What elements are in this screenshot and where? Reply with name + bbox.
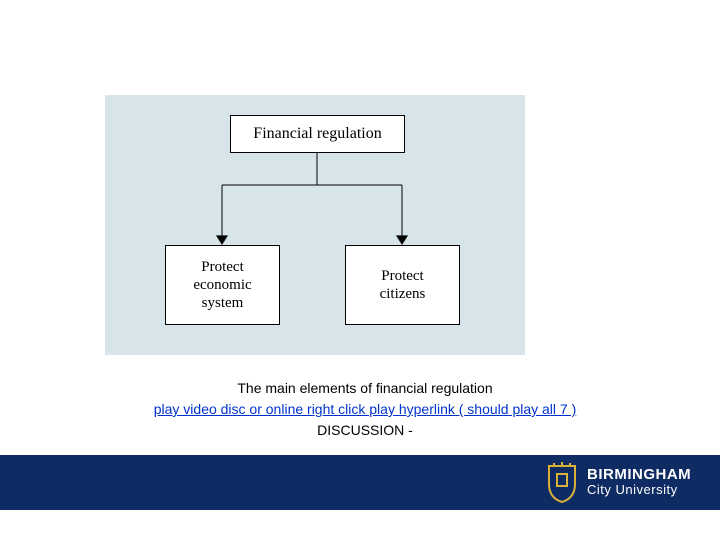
crest-icon	[545, 460, 579, 504]
node-financial-regulation: Financial regulation	[230, 115, 405, 153]
node-label: Financial regulation	[253, 124, 381, 143]
play-video-link[interactable]: play video disc or online right click pl…	[154, 401, 577, 417]
node-protect-economic-system: Protecteconomicsystem	[165, 245, 280, 325]
logo-line-1: BIRMINGHAM	[587, 467, 691, 483]
slide: Financial regulation Protecteconomicsyst…	[0, 0, 720, 540]
caption-line-3: DISCUSSION -	[100, 420, 630, 441]
caption-block: The main elements of financial regulatio…	[100, 378, 630, 441]
university-logo: BIRMINGHAM City University	[545, 460, 691, 504]
caption-line-1: The main elements of financial regulatio…	[100, 378, 630, 399]
node-label: Protecteconomicsystem	[193, 258, 251, 312]
node-protect-citizens: Protectcitizens	[345, 245, 460, 325]
logo-text: BIRMINGHAM City University	[587, 467, 691, 496]
logo-line-2: City University	[587, 483, 691, 497]
node-label: Protectcitizens	[380, 267, 426, 303]
